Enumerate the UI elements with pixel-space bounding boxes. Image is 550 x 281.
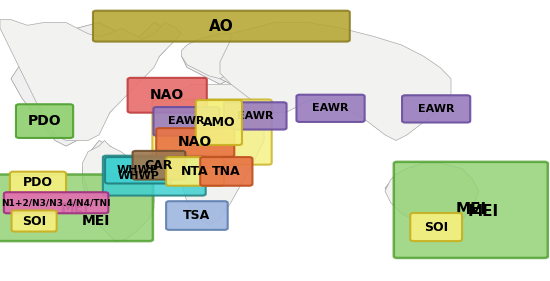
Text: EAWR: EAWR: [418, 104, 454, 114]
Text: TNA: TNA: [212, 165, 241, 178]
Text: WHWP: WHWP: [117, 165, 159, 175]
Text: NTA: NTA: [181, 165, 209, 178]
Text: AMO: AMO: [202, 116, 235, 129]
Polygon shape: [0, 20, 182, 140]
Text: MEI: MEI: [82, 214, 111, 228]
Text: CAR: CAR: [145, 159, 173, 172]
Text: PDO: PDO: [28, 114, 62, 128]
Text: MEI: MEI: [61, 201, 90, 215]
Polygon shape: [385, 169, 473, 219]
Text: TSA: TSA: [183, 209, 211, 222]
Text: EAWR: EAWR: [168, 116, 205, 126]
Polygon shape: [182, 34, 258, 79]
Text: EAWR: EAWR: [312, 103, 349, 113]
Text: WHWP: WHWP: [118, 171, 160, 181]
Text: SOI: SOI: [22, 214, 46, 228]
Polygon shape: [170, 84, 264, 225]
Polygon shape: [220, 28, 429, 118]
Text: N1+2/N3/N3.4/N4/TNI: N1+2/N3/N3.4/N4/TNI: [1, 198, 111, 207]
Text: MEI: MEI: [455, 202, 486, 217]
Polygon shape: [82, 140, 154, 242]
Polygon shape: [82, 140, 154, 239]
Text: NAO: NAO: [178, 135, 212, 149]
Text: MEI: MEI: [468, 204, 498, 219]
Polygon shape: [11, 22, 176, 146]
Text: NAO: NAO: [150, 88, 184, 102]
Polygon shape: [170, 90, 253, 211]
Text: SOI: SOI: [424, 221, 448, 234]
Polygon shape: [385, 163, 478, 225]
Polygon shape: [182, 39, 253, 84]
Text: EAWR: EAWR: [237, 111, 273, 121]
Polygon shape: [220, 22, 451, 140]
Text: PDO: PDO: [23, 176, 53, 189]
Text: AO: AO: [209, 19, 234, 34]
